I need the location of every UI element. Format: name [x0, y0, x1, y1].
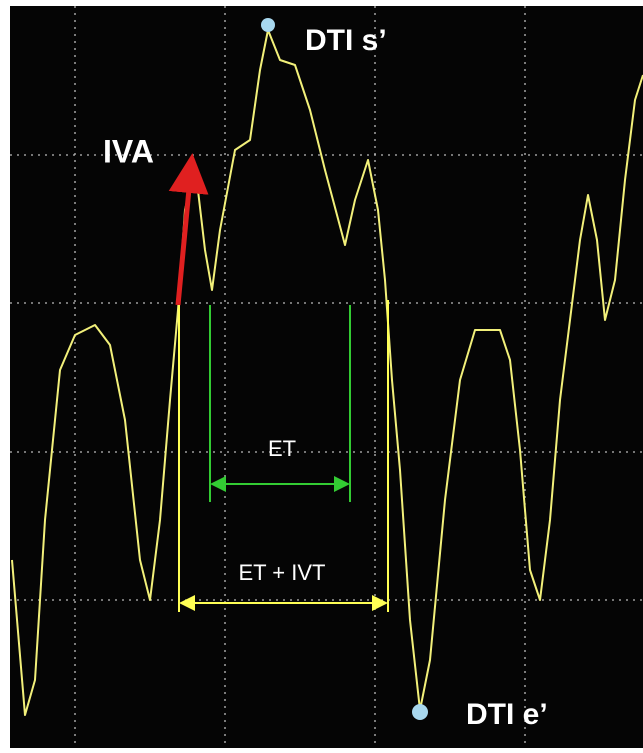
doppler-image: DTI s’ IVA ET ET + IVT DTI e’ — [0, 0, 643, 748]
s-peak-dot — [261, 18, 275, 32]
background — [10, 6, 643, 748]
page: DTI s’ IVA ET ET + IVT DTI e’ (() => { c… — [0, 0, 643, 748]
e-peak-dot — [412, 704, 428, 720]
label-s: DTI s’ — [305, 24, 387, 57]
label-iva: IVA — [103, 133, 154, 169]
label-et-ivt: ET + IVT — [238, 560, 325, 585]
label-e: DTI e’ — [466, 698, 548, 731]
label-et: ET — [268, 436, 296, 461]
